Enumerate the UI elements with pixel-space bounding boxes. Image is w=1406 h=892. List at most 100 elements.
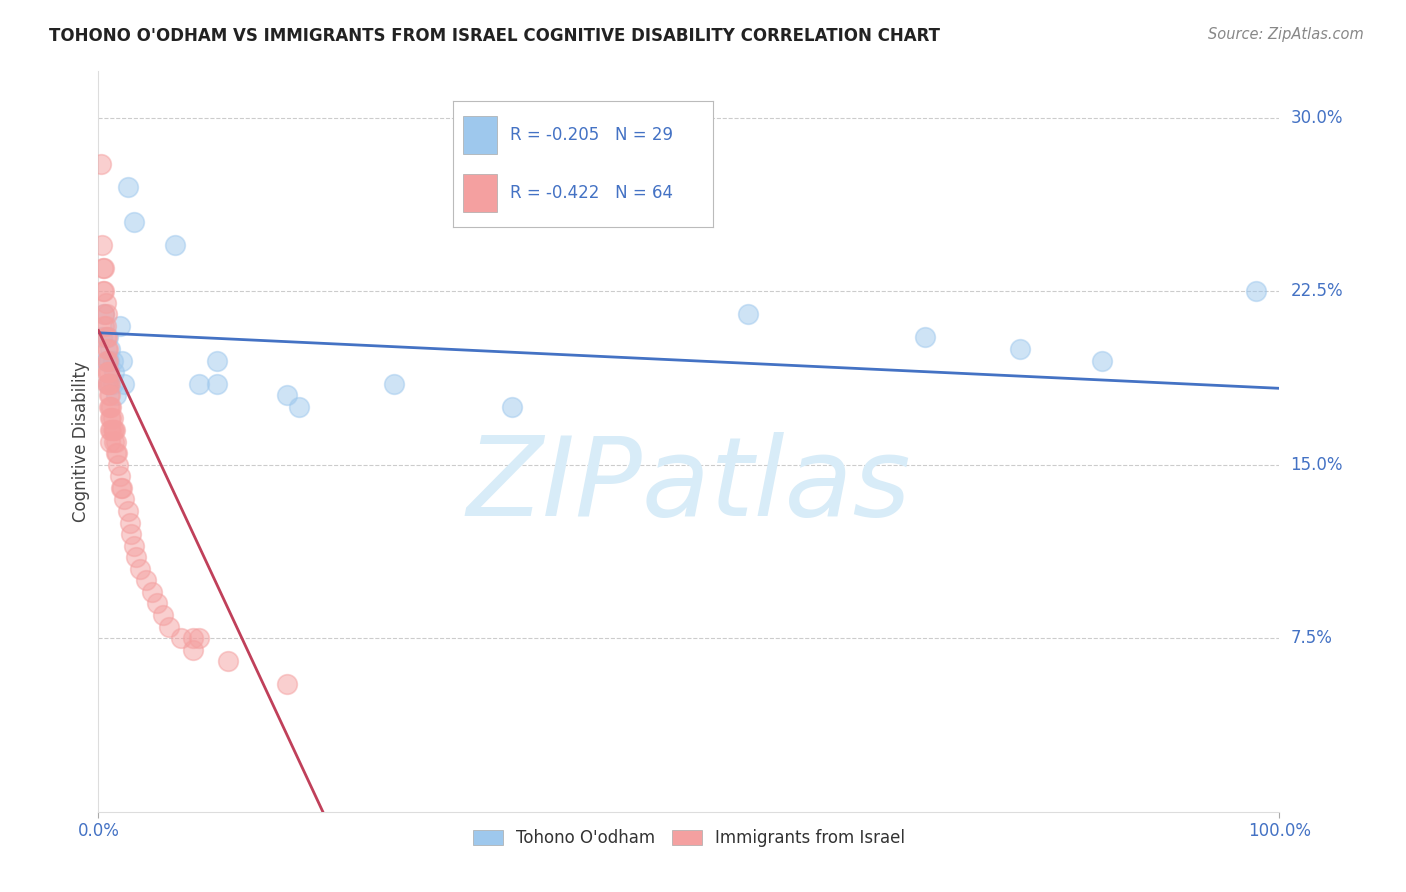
Point — [105, 446, 128, 460]
Point — [122, 539, 145, 553]
Point — [94, 318, 117, 333]
Point — [122, 215, 145, 229]
Point — [98, 353, 121, 368]
Point — [105, 388, 128, 402]
Point — [146, 597, 169, 611]
Point — [100, 400, 122, 414]
Point — [101, 411, 124, 425]
Point — [98, 434, 121, 449]
Y-axis label: Cognitive Disability: Cognitive Disability — [72, 361, 90, 522]
Point — [98, 400, 121, 414]
Point — [93, 260, 115, 275]
Text: ZIPatlas: ZIPatlas — [467, 433, 911, 540]
Point — [141, 585, 163, 599]
Point — [1008, 342, 1031, 356]
Point — [1091, 353, 1114, 368]
Point — [93, 318, 115, 333]
Point — [98, 388, 121, 402]
Point — [112, 492, 135, 507]
Point — [97, 365, 120, 379]
Point — [97, 376, 120, 391]
Point — [91, 330, 114, 344]
Point — [98, 411, 121, 425]
Point — [108, 469, 131, 483]
Point — [205, 376, 228, 391]
Point — [93, 307, 115, 321]
Point — [94, 353, 117, 368]
Legend: Tohono O'odham, Immigrants from Israel: Tohono O'odham, Immigrants from Israel — [464, 821, 914, 855]
Point — [101, 423, 124, 437]
Point — [135, 574, 157, 588]
Text: TOHONO O'ODHAM VS IMMIGRANTS FROM ISRAEL COGNITIVE DISABILITY CORRELATION CHART: TOHONO O'ODHAM VS IMMIGRANTS FROM ISRAEL… — [49, 27, 941, 45]
Point — [98, 376, 121, 391]
Point — [737, 307, 759, 321]
Point — [152, 608, 174, 623]
Text: 15.0%: 15.0% — [1291, 456, 1343, 474]
Point — [97, 353, 120, 368]
Point — [96, 376, 118, 391]
Text: 7.5%: 7.5% — [1291, 629, 1333, 648]
Point — [181, 642, 204, 657]
Point — [98, 376, 121, 391]
Point — [111, 481, 134, 495]
Point — [120, 516, 142, 530]
Point — [98, 423, 121, 437]
Point — [288, 400, 311, 414]
Point — [1244, 284, 1267, 298]
Point — [98, 388, 121, 402]
Point — [103, 423, 125, 437]
Point — [98, 342, 121, 356]
Point — [121, 527, 143, 541]
Point — [157, 619, 180, 633]
Point — [205, 353, 228, 368]
Point — [96, 342, 118, 356]
Point — [501, 400, 523, 414]
Point — [93, 307, 115, 321]
Point — [103, 365, 125, 379]
Point — [98, 400, 121, 414]
Text: 30.0%: 30.0% — [1291, 109, 1343, 127]
Point — [112, 376, 135, 391]
Point — [97, 376, 120, 391]
Point — [98, 365, 121, 379]
Point — [181, 631, 204, 645]
Point — [93, 284, 115, 298]
Text: 22.5%: 22.5% — [1291, 282, 1343, 300]
Point — [91, 284, 114, 298]
Point — [170, 631, 193, 645]
Point — [125, 550, 148, 565]
Point — [96, 330, 118, 344]
Point — [187, 631, 209, 645]
Point — [111, 353, 134, 368]
Point — [96, 353, 118, 368]
Point — [105, 434, 128, 449]
Point — [97, 330, 120, 344]
Point — [217, 654, 239, 668]
Point — [91, 260, 114, 275]
Point — [110, 481, 132, 495]
Point — [94, 330, 117, 344]
Point — [100, 411, 122, 425]
Point — [104, 423, 127, 437]
Point — [100, 423, 122, 437]
Point — [107, 458, 129, 472]
Point — [128, 562, 150, 576]
Point — [108, 318, 131, 333]
Point — [117, 180, 139, 194]
Point — [101, 353, 124, 368]
Point — [103, 434, 125, 449]
Point — [276, 677, 298, 691]
Point — [101, 376, 124, 391]
Point — [96, 307, 118, 321]
Point — [187, 376, 209, 391]
Point — [90, 157, 112, 171]
Point — [276, 388, 298, 402]
Point — [105, 446, 128, 460]
Point — [914, 330, 936, 344]
Point — [94, 295, 117, 310]
Point — [91, 238, 114, 252]
Text: Source: ZipAtlas.com: Source: ZipAtlas.com — [1208, 27, 1364, 42]
Point — [382, 376, 405, 391]
Point — [96, 365, 118, 379]
Point — [117, 504, 139, 518]
